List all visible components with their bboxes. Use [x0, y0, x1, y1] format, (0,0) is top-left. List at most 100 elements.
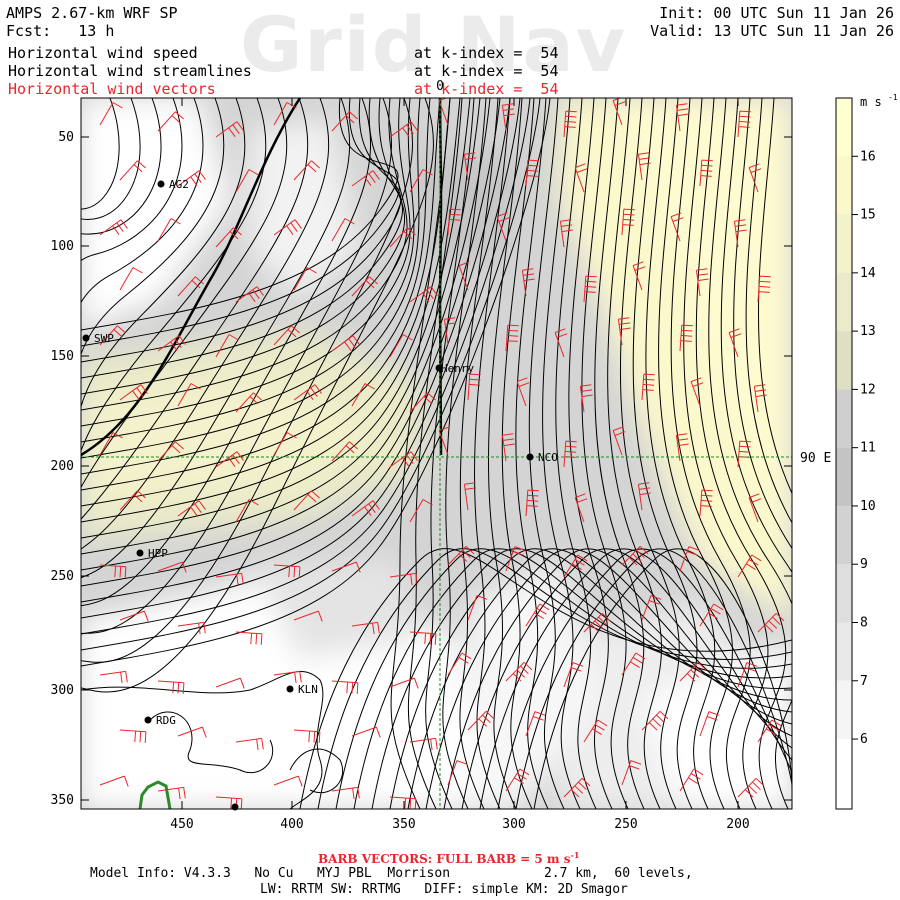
wind-barb: [447, 545, 475, 566]
wind-barb: [554, 328, 568, 358]
wind-barb: [757, 719, 782, 743]
wind-barb: [525, 711, 546, 737]
wind-barb: [351, 170, 380, 187]
colorbar-level-label: 16: [860, 149, 876, 164]
wind-barb: [467, 373, 481, 401]
wind-barb: [157, 335, 186, 352]
wind-barb: [748, 493, 762, 523]
wind-barb: [119, 160, 146, 181]
wind-barb: [458, 261, 470, 291]
wind-barb: [675, 103, 689, 132]
wind-barb: [235, 737, 264, 751]
colorbar-swatch: [836, 739, 852, 809]
wind-barb: [438, 98, 449, 126]
wind-barb: [679, 661, 707, 682]
wind-barb: [563, 110, 577, 138]
model-info: Model Info: V4.3.3 No Cu MYJ PBL Morriso…: [90, 866, 693, 881]
colorbar-swatch: [836, 564, 852, 623]
wind-barb: [559, 219, 573, 248]
wind-barb: [351, 726, 381, 738]
wind-barb: [177, 170, 206, 187]
wind-barb: [99, 432, 123, 456]
field-3-name: Horizontal wind vectors: [8, 80, 216, 98]
wind-barb: [679, 324, 693, 352]
barb-legend: BARB VECTORS: FULL BARB = 5 m s-1: [318, 850, 579, 866]
wind-barb: [331, 218, 355, 242]
colorbar-level-label: 15: [860, 208, 876, 223]
wind-barb: [409, 169, 433, 193]
wind-barb: [293, 729, 321, 743]
wind-barb: [505, 768, 530, 792]
wind-barb: [690, 377, 704, 407]
wind-barb: [737, 662, 758, 688]
wind-barb: [235, 499, 259, 523]
wind-barb: [235, 392, 262, 413]
colorbar-level-label: 7: [860, 674, 868, 689]
wind-barb: [99, 775, 129, 787]
wind-barb: [119, 384, 148, 401]
coastline: [81, 670, 344, 809]
y-tick-label: 200: [51, 459, 74, 474]
map-frame: [80, 97, 793, 810]
y-tick-label: 250: [51, 569, 74, 584]
colorbar-level-label: 9: [860, 557, 868, 572]
field-2-name: Horizontal wind streamlines: [8, 62, 252, 80]
wind-barb: [670, 212, 684, 242]
station-hpp: HPP: [136, 547, 168, 560]
graticule: [81, 98, 792, 809]
colorbar-swatch: [836, 505, 852, 565]
forecast-hour: Fcst: 13 h: [6, 22, 115, 40]
wind-barb: [215, 572, 244, 586]
wind-barb: [119, 490, 146, 511]
wind-barb: [389, 796, 417, 809]
wind-barb: [177, 276, 204, 297]
wind-barb: [621, 652, 646, 676]
wind-barb: [157, 111, 184, 132]
wind-barb: [583, 612, 611, 633]
wind-barb: [351, 500, 380, 517]
colorbar-swatch: [836, 98, 852, 157]
stations: AG2 SWP Henry NCO HPP KLN RDG: [82, 178, 558, 811]
y-tick-label: 100: [51, 239, 74, 254]
wind-barb: [293, 384, 322, 401]
meridian-label: 0: [436, 79, 444, 94]
wind-barb: [235, 286, 264, 303]
station-ag2: AG2: [157, 178, 189, 191]
wind-barb: [641, 595, 662, 621]
wind-barb: [641, 373, 655, 401]
wind-barb: [119, 610, 149, 622]
wind-barb: [443, 317, 457, 346]
colorbar-level-label: 14: [860, 266, 876, 281]
wind-barb: [753, 384, 767, 413]
field-1-level: at k-index = 54: [414, 44, 559, 62]
wind-barb: [583, 719, 608, 743]
station-henry: Henry: [435, 362, 474, 375]
colorbar-level-label: 6: [860, 732, 868, 747]
wind-barb: [235, 631, 263, 645]
x-tick-label: 400: [280, 817, 303, 832]
wind-barb: [99, 219, 128, 236]
wind-barb: [157, 786, 186, 800]
wind-barb: [737, 110, 751, 138]
wind-barb: [516, 377, 530, 407]
wind-barb: [273, 325, 300, 346]
colorbar-swatch: [836, 331, 852, 390]
wind-barb: [293, 267, 317, 291]
wind-barb: [496, 212, 510, 242]
station-rdg: RDG: [144, 714, 176, 727]
wind-barb: [331, 786, 360, 800]
wind-barb: [525, 489, 539, 517]
wind-barb: [119, 729, 147, 743]
wind-barb: [621, 760, 642, 786]
wind-barb: [563, 662, 584, 688]
wind-barb: [699, 711, 720, 737]
colorbar-level-label: 10: [860, 499, 876, 514]
wind-barb: [641, 710, 669, 731]
wind-barb: [215, 334, 239, 358]
wind-barb: [675, 433, 689, 462]
parallel-label: 90 E: [800, 451, 831, 466]
gridnav-watermark: Grid Nav: [240, 0, 628, 89]
wind-barb: [331, 561, 361, 573]
wind-barb: [699, 603, 724, 627]
wind-barb: [463, 482, 477, 511]
